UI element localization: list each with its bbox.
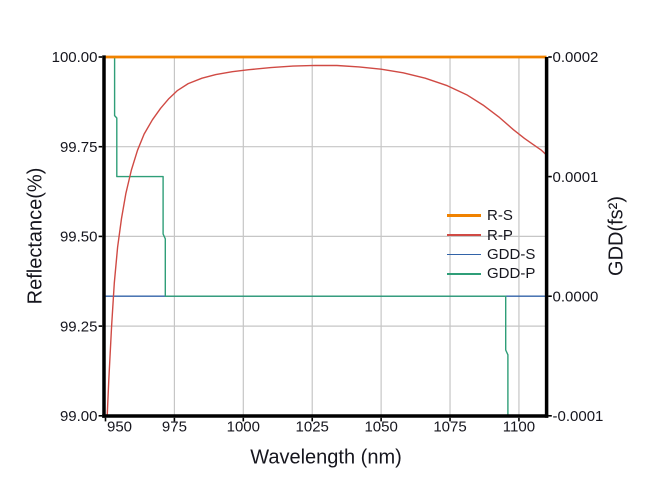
y-left-tick-label: 100.00 [52,49,98,66]
y-right-tick-label: -0.0001 [553,408,604,425]
y-left-tick-label: 99.75 [60,139,98,156]
series-line-r-p [106,64,547,416]
y-axis-label-right: GDD(fs²) [605,196,628,276]
x-tick-label: 975 [162,419,187,436]
legend: R-S R-P GDD-S GDD-P [447,206,535,284]
legend-line-sample-r-s [447,214,481,218]
legend-label-r-p: R-P [487,226,513,244]
legend-line-sample-gdd-s [447,253,481,256]
y-left-tick-label: 99.50 [60,229,98,246]
legend-item-gdd-s: GDD-S [447,245,535,264]
y-right-tick-label: 0.0000 [553,288,599,305]
legend-label-gdd-p: GDD-P [487,265,536,283]
legend-line-sample-r-p [447,234,481,236]
y-right-tick-label: 0.0002 [553,49,599,66]
x-axis-label: Wavelength (nm) [250,446,402,469]
x-tick-label: 1050 [364,419,397,436]
legend-label-gdd-s: GDD-S [487,245,536,263]
x-tick-label: 1100 [503,419,535,436]
x-tick-label: 950 [107,419,132,436]
legend-label-r-s: R-S [487,207,513,225]
x-tick-label: 1000 [227,419,260,436]
legend-item-r-s: R-S [447,206,535,225]
y-left-tick-label: 99.25 [60,318,98,335]
x-tick-label: 1075 [433,419,466,436]
legend-item-r-p: R-P [447,225,535,244]
legend-line-sample-gdd-p [447,273,481,275]
y-right-tick-label: 0.0001 [553,169,599,186]
y-left-tick-label: 99.00 [60,408,98,425]
series-line-gdd-p [105,56,509,416]
x-tick-label: 1025 [296,419,329,436]
legend-item-gdd-p: GDD-P [447,264,535,283]
y-axis-label-left: Reflectance(%) [24,167,47,305]
